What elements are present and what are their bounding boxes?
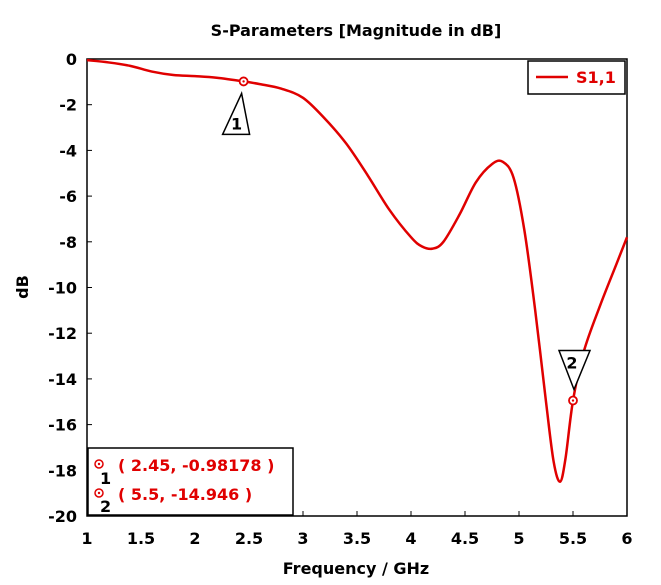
- y-tick-label: -8: [59, 233, 77, 252]
- data-marker-1: 1: [221, 76, 251, 136]
- y-tick-label: -12: [48, 324, 77, 343]
- readout-marker-1-id: 1: [100, 469, 111, 488]
- y-tick-label: -10: [48, 279, 77, 298]
- marker-2-point-center: [571, 399, 575, 402]
- x-tick-label: 2.5: [235, 529, 263, 548]
- x-tick-label: 4: [405, 529, 416, 548]
- x-tick-label: 1.5: [127, 529, 155, 548]
- y-tick-label: -20: [48, 507, 77, 526]
- marker-1-flag: [221, 91, 251, 136]
- x-tick-label: 5: [513, 529, 524, 548]
- marker-1-point-center: [242, 80, 245, 83]
- marker-2-flag: [557, 349, 592, 392]
- legend: S1,1: [527, 60, 626, 95]
- readout-marker-1-value: ( 2.45, -0.98178 ): [118, 456, 274, 475]
- y-tick-label: -16: [48, 416, 77, 435]
- readout-marker-2-symbol: [94, 488, 104, 498]
- readout-marker-1-symbol: [94, 459, 104, 469]
- y-axis-label: dB: [13, 275, 32, 299]
- chart-title: S-Parameters [Magnitude in dB]: [211, 21, 502, 40]
- marker-1-label: 1: [231, 114, 242, 133]
- x-axis-ticks: 1 1.5 2 2.5 3 3.5 4 4.5 5 5.5 6: [81, 511, 633, 548]
- y-tick-label: -18: [48, 461, 77, 480]
- y-axis-ticks: 0 -2 -4 -6 -8 -10 -12 -14 -16 -18 -20: [48, 50, 92, 526]
- data-marker-2: 2: [557, 349, 592, 406]
- x-tick-label: 1: [81, 529, 92, 548]
- marker-readout-box: 1 ( 2.45, -0.98178 ) 2 ( 5.5, -14.946 ): [87, 447, 294, 516]
- y-tick-label: -2: [59, 96, 77, 115]
- y-tick-label: -6: [59, 187, 77, 206]
- x-tick-label: 2: [189, 529, 200, 548]
- legend-label-s11: S1,1: [576, 68, 616, 87]
- readout-marker-2-value: ( 5.5, -14.946 ): [118, 485, 252, 504]
- y-tick-label: -4: [59, 141, 77, 160]
- x-tick-label: 3.5: [343, 529, 371, 548]
- series-layer: [86, 58, 629, 483]
- marker-2-label: 2: [566, 354, 577, 373]
- plot-area: [86, 58, 628, 517]
- y-tick-label: -14: [48, 370, 77, 389]
- x-tick-label: 6: [621, 529, 632, 548]
- x-tick-label: 4.5: [451, 529, 479, 548]
- readout-marker-1-dot: [97, 462, 101, 466]
- marker-layer: 12: [221, 76, 592, 406]
- readout-frame: [87, 447, 294, 516]
- readout-marker-2-id: 2: [100, 497, 111, 516]
- x-tick-label: 3: [297, 529, 308, 548]
- x-tick-label: 5.5: [559, 529, 587, 548]
- x-axis-label: Frequency / GHz: [283, 559, 429, 578]
- series-line-s11: [86, 58, 629, 483]
- readout-marker-2-dot: [97, 491, 101, 495]
- y-tick-label: 0: [66, 50, 77, 69]
